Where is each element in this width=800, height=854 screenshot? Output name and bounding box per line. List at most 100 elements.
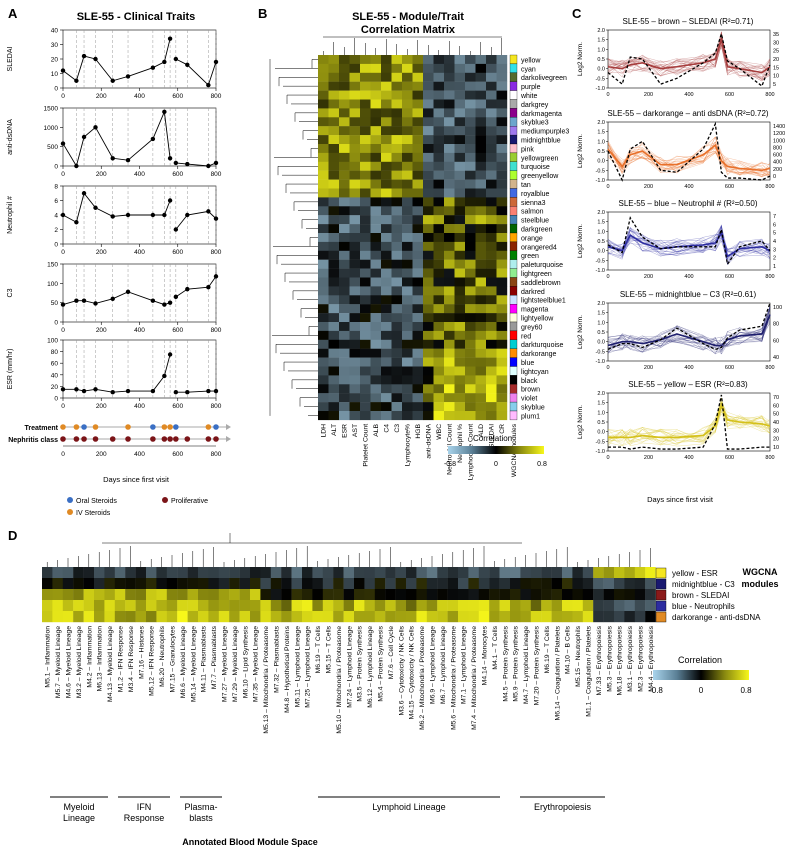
heatmap-cell xyxy=(496,108,508,118)
y-tick-label: 1500 xyxy=(44,106,59,113)
heatmap-cell xyxy=(444,295,455,305)
expression-plot-frame xyxy=(607,302,771,362)
heatmap-cell xyxy=(339,393,350,403)
y-tick-label: 500 xyxy=(47,144,58,151)
panel-d-side-label-1: WGCNA xyxy=(743,567,778,577)
heatmap-cell xyxy=(370,233,382,243)
heatmap-cell xyxy=(444,72,455,82)
x-tick-label: 200 xyxy=(644,92,653,98)
x-tick-label: 800 xyxy=(765,184,774,190)
heatmap-cell xyxy=(423,224,434,234)
iv-steroid-marker xyxy=(205,424,212,430)
heatmap-cell xyxy=(370,277,382,287)
heatmap-cell xyxy=(339,339,350,349)
heatmap-cell xyxy=(465,304,476,314)
heatmap-cell xyxy=(468,600,479,612)
heatmap-cell xyxy=(318,72,329,82)
heatmap-cell xyxy=(114,567,126,579)
module-row-label: pink xyxy=(521,146,534,153)
heatmap-cell xyxy=(634,611,646,623)
heatmap-cell xyxy=(381,366,392,376)
heatmap-cell xyxy=(496,197,508,207)
gene-expression-line xyxy=(607,37,771,81)
heatmap-cell xyxy=(391,197,403,207)
panel-label-d: D xyxy=(8,528,18,543)
right-tick-label: 5 xyxy=(773,231,776,237)
panel-label-b: B xyxy=(258,6,268,21)
gene-expression-line xyxy=(607,413,771,442)
heatmap-cell xyxy=(381,339,392,349)
heatmap-cell xyxy=(391,135,403,145)
heatmap-cell xyxy=(541,600,552,612)
heatmap-cell xyxy=(381,90,392,100)
heatmap-cell xyxy=(328,313,340,323)
heatmap-cell xyxy=(412,339,424,349)
heatmap-cell xyxy=(318,90,329,100)
heatmap-cell xyxy=(370,90,382,100)
heatmap-cell xyxy=(458,589,469,601)
heatmap-cell xyxy=(125,578,136,590)
gene-expression-line xyxy=(607,230,771,257)
heatmap-cell xyxy=(465,268,476,278)
heatmap-cell xyxy=(423,135,434,145)
wgcna-color-swatch xyxy=(655,600,667,612)
heatmap-cell xyxy=(391,108,403,118)
heatmap-cell xyxy=(478,567,490,579)
heatmap-cell xyxy=(475,411,487,421)
blood-module-label: M4.7 – Lymphoid Lineage xyxy=(523,626,530,704)
heatmap-cell xyxy=(381,286,392,296)
gene-expression-line xyxy=(607,226,771,260)
heatmap-cell xyxy=(370,330,382,340)
blood-module-label: M4.10 – B Cells xyxy=(565,625,572,674)
heatmap-cell xyxy=(433,206,445,216)
panel-b-figure: SLE-55 - Module/Trait Correlation Matrix… xyxy=(269,11,569,480)
gene-expression-line xyxy=(607,409,771,447)
trait-point xyxy=(206,388,211,394)
module-color-swatch xyxy=(509,295,518,305)
heatmap-cell xyxy=(349,197,361,207)
trait-point xyxy=(74,163,79,169)
right-tick-label: 4 xyxy=(773,239,776,245)
heatmap-cell xyxy=(302,600,313,612)
heatmap-cell xyxy=(391,375,403,385)
heatmap-cell xyxy=(402,126,413,136)
trait-point xyxy=(60,302,66,307)
heatmap-cell xyxy=(349,366,361,376)
module-color-swatch xyxy=(509,286,518,296)
heatmap-cell xyxy=(454,161,466,171)
blood-module-label: M7.15 – Granulocytes xyxy=(170,625,177,692)
wgcna-color-swatch xyxy=(655,567,667,579)
heatmap-cell xyxy=(349,277,361,287)
heatmap-cell xyxy=(562,578,573,590)
heatmap-cell xyxy=(349,81,361,91)
module-color-swatch xyxy=(509,54,518,65)
panel-d-legend-max: 0.8 xyxy=(740,686,752,695)
panel-b-legend-bar xyxy=(448,446,544,454)
module-row-label: lightyellow xyxy=(521,316,554,323)
gene-expression-line xyxy=(607,409,771,444)
heatmap-cell xyxy=(370,304,382,314)
heatmap-cell xyxy=(433,304,445,314)
heatmap-cell xyxy=(454,322,466,332)
y-tick-label: 10 xyxy=(51,71,59,78)
heatmap-cell xyxy=(198,589,209,601)
heatmap-cell xyxy=(370,179,382,189)
heatmap-cell xyxy=(412,277,424,287)
heatmap-cell xyxy=(62,578,74,590)
heatmap-cell xyxy=(634,578,646,590)
heatmap-cell xyxy=(475,295,487,305)
heatmap-cell xyxy=(339,179,350,189)
heatmap-cell xyxy=(603,567,615,579)
heatmap-cell xyxy=(208,589,219,601)
heatmap-cell xyxy=(370,161,382,171)
y-tick-label: 20 xyxy=(51,384,59,391)
heatmap-cell xyxy=(645,589,656,601)
heatmap-cell xyxy=(402,63,413,73)
heatmap-col-label: C3 xyxy=(394,424,401,433)
heatmap-cell xyxy=(433,330,445,340)
y-tick-label: 6 xyxy=(54,198,58,205)
heatmap-cell xyxy=(318,224,329,234)
heatmap-cell xyxy=(465,313,476,323)
heatmap-cell xyxy=(52,589,63,601)
heatmap-cell xyxy=(370,55,382,65)
